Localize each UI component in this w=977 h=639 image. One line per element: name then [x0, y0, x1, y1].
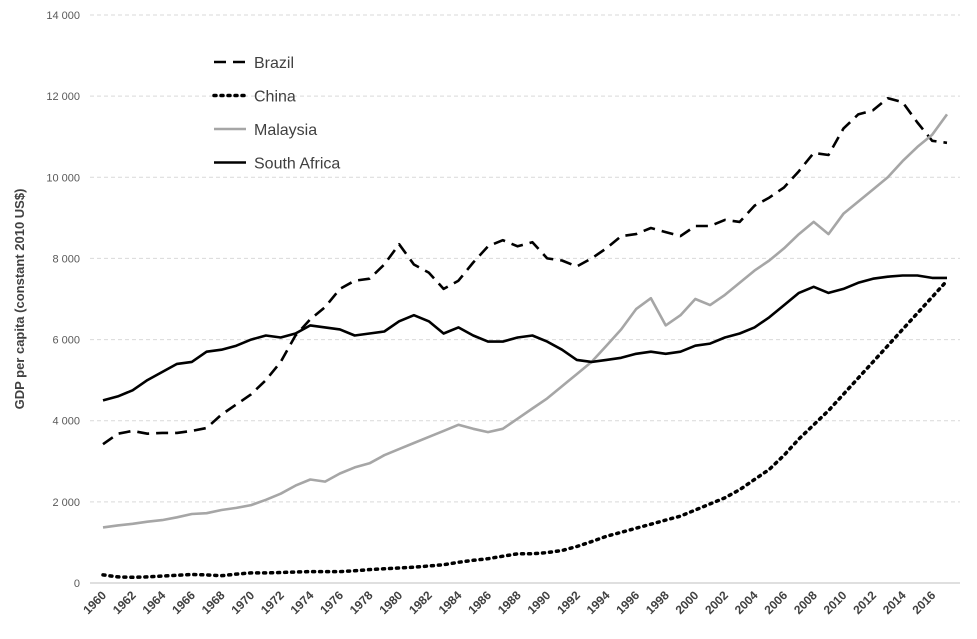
x-tick-label: 1992	[554, 588, 583, 617]
x-tick-label: 1970	[228, 588, 257, 617]
x-tick-label: 1994	[584, 588, 613, 617]
series-line-brazil	[102, 96, 948, 446]
x-tick-label: 1980	[376, 588, 405, 617]
y-tick-label: 8 000	[52, 253, 80, 265]
x-tick-label: 1976	[317, 588, 346, 617]
series-line-malaysia	[102, 113, 949, 529]
x-tick-label: 2010	[821, 588, 850, 617]
x-tick-label: 2016	[910, 588, 939, 617]
series-lines	[101, 96, 949, 580]
x-tick-label: 2012	[850, 588, 879, 617]
x-tick-label: 2008	[791, 588, 820, 617]
x-tick-label: 1966	[169, 588, 198, 617]
x-tick-label: 1982	[406, 588, 435, 617]
x-axis-ticks: 1960 1962 1964 1966 1968 1970 1972 1974 1976 1978…	[80, 588, 938, 617]
x-tick-label: 1964	[140, 588, 169, 617]
y-axis-label: GDP per capita (constant 2010 US$)	[12, 189, 27, 410]
x-tick-label: 1996	[613, 588, 642, 617]
y-tick-label: 4 000	[52, 416, 80, 428]
x-tick-label: 2006	[761, 588, 790, 617]
x-tick-label: 1972	[258, 588, 287, 617]
x-tick-label: 1998	[643, 588, 672, 617]
y-tick-label: 14 000	[46, 10, 80, 22]
gridlines	[90, 14, 960, 503]
y-tick-label: 10 000	[46, 172, 80, 184]
y-tick-label: 2 000	[52, 497, 80, 509]
x-tick-label: 2000	[673, 588, 702, 617]
x-tick-label: 1960	[80, 588, 109, 617]
series-line-china	[101, 278, 949, 580]
x-tick-label: 1984	[436, 588, 465, 617]
x-tick-label: 1988	[495, 588, 524, 617]
legend-label: South Africa	[254, 156, 340, 173]
x-tick-label: 1962	[110, 588, 139, 617]
x-tick-label: 2014	[880, 588, 909, 617]
x-tick-label: 2004	[732, 588, 761, 617]
x-tick-label: 1968	[199, 588, 228, 617]
x-tick-label: 1986	[465, 588, 494, 617]
x-tick-label: 1974	[288, 588, 317, 617]
legend-label: Malaysia	[254, 122, 317, 139]
x-tick-label: 1978	[347, 588, 376, 617]
legend-label: Brazil	[254, 55, 294, 72]
y-tick-label: 6 000	[52, 335, 80, 347]
y-axis-ticks: 0 2 000 4 000 6 000 8 000 10 000 12 000 14 000	[46, 10, 80, 590]
y-tick-label: 12 000	[46, 91, 80, 103]
series-line-south-africa	[102, 274, 947, 402]
y-tick-label: 0	[74, 578, 80, 590]
legend: Brazil China Malaysia South Africa	[212, 55, 340, 173]
x-tick-label: 2002	[702, 588, 731, 617]
legend-label: China	[254, 89, 296, 106]
x-tick-label: 1990	[525, 588, 554, 617]
